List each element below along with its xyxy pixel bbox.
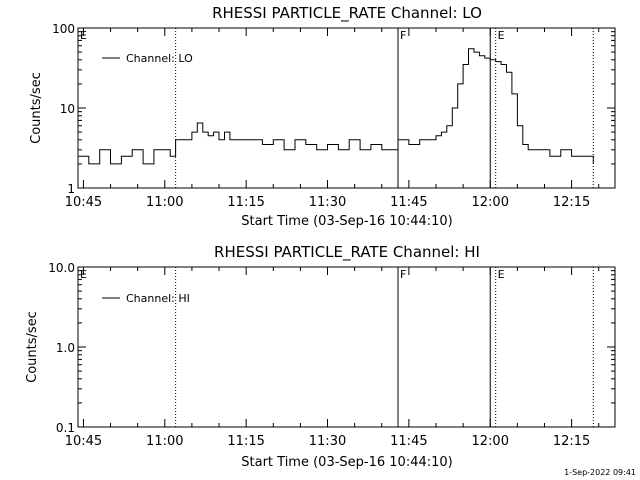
y-tick-label: 1 <box>67 182 75 196</box>
series-line <box>78 48 594 165</box>
marker-label: F <box>400 268 406 281</box>
panel-hi-title: RHESSI PARTICLE_RATE Channel: HI <box>214 243 480 262</box>
panel-lo-series <box>78 48 594 165</box>
panel-hi-edge-label: E <box>80 268 87 281</box>
x-tick-label: 11:30 <box>309 434 346 449</box>
x-tick-label: 11:00 <box>146 195 183 210</box>
x-tick-label: 11:45 <box>390 195 427 210</box>
panel-hi-x-axis: 10:45 11:00 11:15 11:30 11:45 12:00 12:15 <box>65 267 600 449</box>
panel-lo-title: RHESSI PARTICLE_RATE Channel: LO <box>212 4 482 23</box>
panel-hi: RHESSI PARTICLE_RATE Channel: HI 0.11.01… <box>25 243 616 470</box>
x-tick-label: 11:45 <box>390 434 427 449</box>
x-tick-label: 12:00 <box>472 195 509 210</box>
marker-label: F <box>400 29 406 42</box>
panel-lo-x-axis: 10:45 11:00 11:15 11:30 11:45 12:00 12:15 <box>65 28 600 210</box>
y-tick-label: 1.0 <box>56 341 75 355</box>
x-tick-label: 12:00 <box>472 434 509 449</box>
panel-lo-legend-label: Channel: LO <box>126 52 193 65</box>
marker-label: E <box>498 29 505 42</box>
y-tick-label: 10.0 <box>48 261 75 275</box>
panel-lo-edge-label: E <box>80 29 87 42</box>
y-tick-label: 100 <box>52 22 75 36</box>
x-tick-label: 10:45 <box>65 195 102 210</box>
x-tick-label: 12:15 <box>553 434 590 449</box>
panel-lo: RHESSI PARTICLE_RATE Channel: LO 110100 … <box>29 4 616 229</box>
marker-label: E <box>498 268 505 281</box>
footer-date-stamp: 1-Sep-2022 09:41 <box>564 468 636 477</box>
panel-hi-xlabel: Start Time (03-Sep-16 10:44:10) <box>241 455 452 470</box>
y-tick-label: 0.1 <box>56 421 75 435</box>
x-tick-label: 10:45 <box>65 434 102 449</box>
y-tick-label: 10 <box>60 102 75 116</box>
x-tick-label: 11:15 <box>227 434 264 449</box>
panel-hi-y-axis: 0.1 1.0 10.0 <box>48 261 615 435</box>
x-tick-label: 11:00 <box>146 434 183 449</box>
panel-lo-ylabel: Counts/sec <box>29 72 44 144</box>
x-tick-label: 11:30 <box>309 195 346 210</box>
x-tick-label: 12:15 <box>553 195 590 210</box>
x-tick-label: 11:15 <box>227 195 264 210</box>
panel-lo-y-axis: 1 10 100 <box>52 22 615 196</box>
panel-hi-ylabel: Counts/sec <box>25 311 40 383</box>
panel-lo-xlabel: Start Time (03-Sep-16 10:44:10) <box>241 214 452 229</box>
panel-hi-legend-label: Channel: HI <box>126 292 190 305</box>
